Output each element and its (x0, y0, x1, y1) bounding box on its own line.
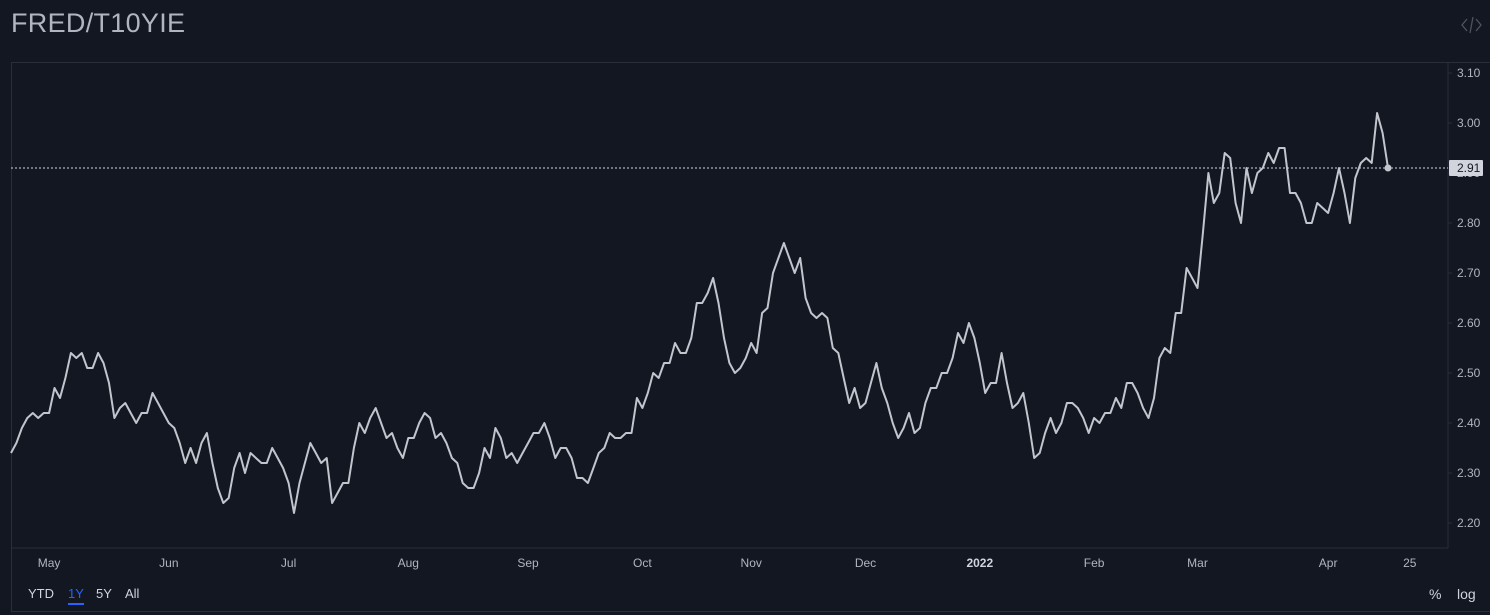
x-tick-label: Aug (398, 556, 419, 570)
percent-scale-button[interactable]: % (1429, 586, 1442, 602)
range-5y-button[interactable]: 5Y (96, 586, 112, 601)
range-1y-label: 1Y (68, 586, 84, 601)
y-tick-label: 3.10 (1457, 66, 1481, 80)
y-tick-label: 2.50 (1457, 366, 1481, 380)
x-tick-label: May (38, 556, 61, 570)
y-tick-label: 3.00 (1457, 116, 1481, 130)
y-tick-label: 2.80 (1457, 216, 1481, 230)
bottom-toolbar: YTD 1Y 5Y All % log (0, 576, 1490, 615)
svg-text:2.91: 2.91 (1457, 161, 1481, 175)
x-tick-label: 2022 (966, 556, 993, 570)
y-axis: 2.202.302.402.502.602.702.802.903.003.10 (1448, 66, 1481, 530)
range-all-button[interactable]: All (125, 586, 140, 601)
x-tick-label: 25 (1403, 556, 1417, 570)
log-scale-button[interactable]: log (1457, 586, 1476, 602)
price-chart[interactable]: 2.202.302.402.502.602.702.802.903.003.10… (0, 0, 1490, 576)
chart-frame (11, 62, 1490, 612)
series-line (10, 112, 1389, 514)
x-tick-label: Dec (855, 556, 876, 570)
y-tick-label: 2.60 (1457, 316, 1481, 330)
last-value-label: 2.91 (1449, 160, 1483, 176)
last-point-marker (1384, 164, 1392, 172)
range-1y-button[interactable]: 1Y (68, 586, 84, 605)
x-tick-label: Apr (1319, 556, 1338, 570)
x-tick-label: Jul (281, 556, 296, 570)
x-tick-label: Mar (1187, 556, 1208, 570)
chart-title: FRED/T10YIE (11, 8, 186, 38)
x-tick-label: Oct (633, 556, 652, 570)
x-axis: May Jun Jul Aug Sep Oct Nov Dec 2022 Feb Mar Apr 25 (38, 556, 1417, 570)
y-tick-label: 2.70 (1457, 266, 1481, 280)
x-tick-label: Nov (741, 556, 762, 570)
plot-border (11, 62, 1449, 549)
y-tick-label: 2.20 (1457, 516, 1481, 530)
active-range-underline (68, 603, 84, 605)
x-tick-label: Feb (1084, 556, 1105, 570)
y-tick-label: 2.40 (1457, 416, 1481, 430)
y-tick-label: 2.30 (1457, 466, 1481, 480)
code-brackets-icon[interactable] (1460, 14, 1484, 36)
x-tick-label: Jun (159, 556, 178, 570)
x-tick-label: Sep (517, 556, 539, 570)
range-ytd-button[interactable]: YTD (28, 586, 54, 601)
